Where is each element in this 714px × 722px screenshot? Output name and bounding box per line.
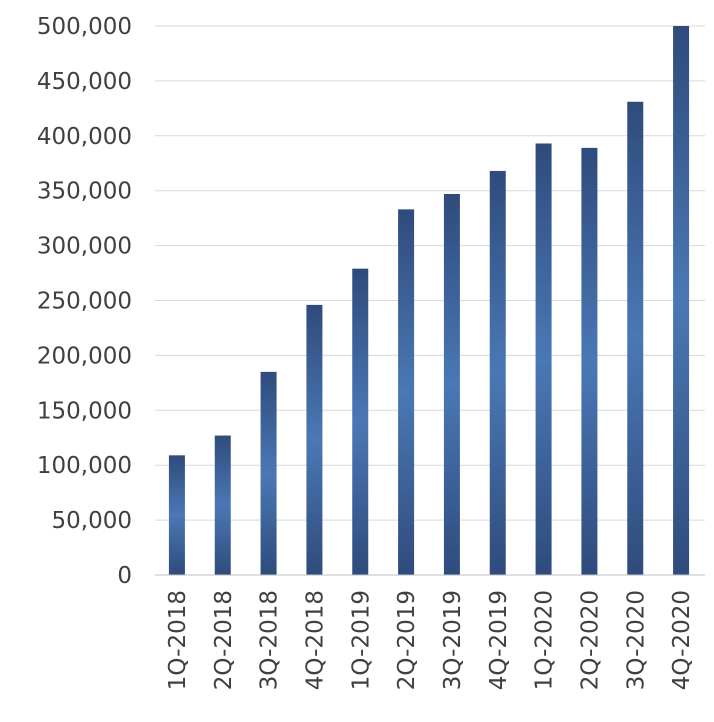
y-tick-label: 300,000 xyxy=(37,234,132,260)
gridlines xyxy=(155,25,705,521)
x-tick-label: 4Q-2019 xyxy=(486,590,512,690)
x-tick-label: 3Q-2020 xyxy=(623,590,649,690)
y-tick-label: 150,000 xyxy=(37,398,132,424)
bar xyxy=(168,455,185,575)
y-axis: 0 50,000 100,000 150,000 200,000 250,000 300,0… xyxy=(37,14,132,589)
y-tick-label: 500,000 xyxy=(37,14,132,40)
bar xyxy=(535,143,552,575)
x-tick-label: 1Q-2018 xyxy=(165,590,191,690)
x-tick-label: 2Q-2019 xyxy=(394,590,420,690)
x-tick-label: 2Q-2020 xyxy=(577,590,603,690)
y-tick-label: 250,000 xyxy=(37,289,132,315)
y-tick-label: 400,000 xyxy=(37,124,132,150)
bar xyxy=(306,304,323,575)
x-tick-label: 4Q-2018 xyxy=(302,590,328,690)
bar xyxy=(352,268,369,575)
bar xyxy=(627,101,644,576)
x-tick-label: 2Q-2018 xyxy=(211,590,237,690)
bar xyxy=(581,147,598,576)
x-tick-label: 4Q-2020 xyxy=(669,590,695,690)
x-axis: 1Q-2018 2Q-2018 3Q-2018 4Q-2018 1Q-2019 2Q-20… xyxy=(155,574,705,690)
bar xyxy=(489,170,506,575)
bar xyxy=(443,193,460,575)
y-tick-label: 450,000 xyxy=(37,69,132,95)
bar xyxy=(260,371,277,575)
x-tick-label: 3Q-2019 xyxy=(440,590,466,690)
bars xyxy=(168,26,690,576)
y-tick-label: 350,000 xyxy=(37,179,132,205)
bar xyxy=(398,209,415,575)
x-tick-label: 3Q-2018 xyxy=(257,590,283,690)
y-tick-label: 200,000 xyxy=(37,343,132,369)
y-tick-label: 50,000 xyxy=(52,508,132,534)
bar xyxy=(673,26,690,575)
x-tick-label: 1Q-2020 xyxy=(532,590,558,690)
y-tick-label: 0 xyxy=(117,563,132,589)
bar xyxy=(214,435,231,575)
y-tick-label: 100,000 xyxy=(37,453,132,479)
x-tick-label: 1Q-2019 xyxy=(348,590,374,690)
